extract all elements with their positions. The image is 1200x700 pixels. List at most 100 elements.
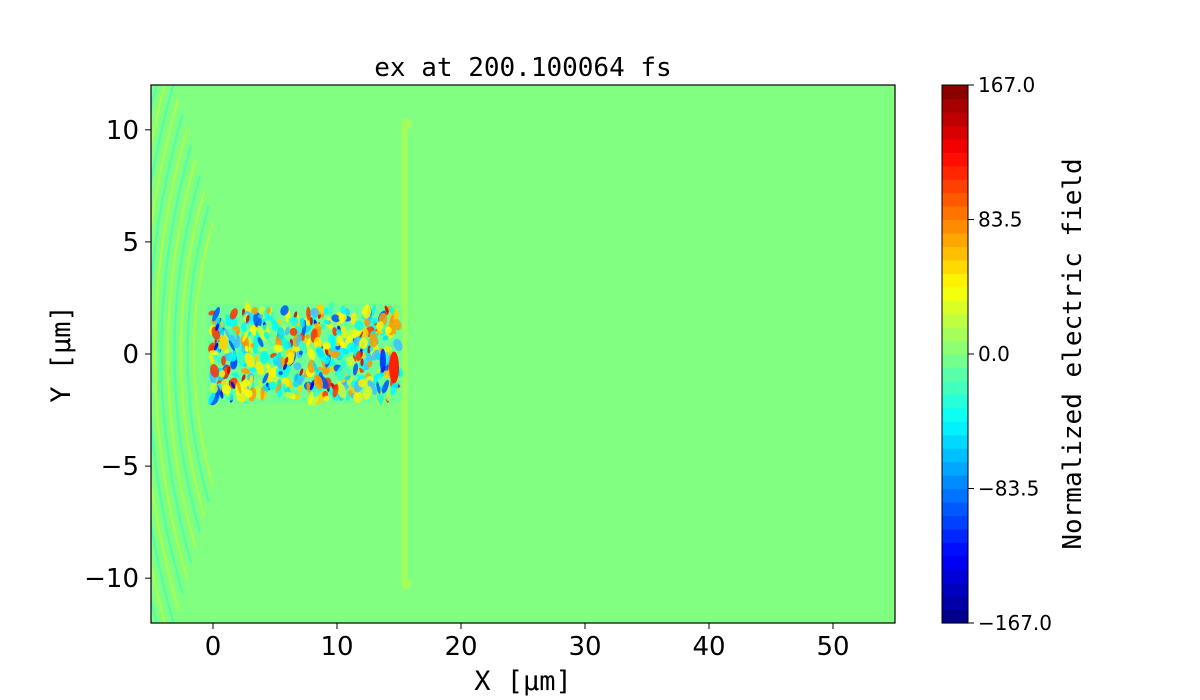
field-speckle xyxy=(297,384,302,394)
field-speckle xyxy=(382,370,391,379)
field-speckle xyxy=(313,336,322,349)
field-speckle xyxy=(238,394,247,403)
colorbar-label: Normalized electric field xyxy=(1058,158,1088,549)
field-speckle xyxy=(248,374,253,389)
field-speckle xyxy=(296,377,302,385)
field-speckle xyxy=(305,334,310,339)
field-speckle xyxy=(393,338,403,352)
colorbar: 167.0 83.5 0.0 −83.5 −167.0 Normalized elect… xyxy=(941,73,1088,635)
colorbar-band xyxy=(942,528,968,543)
field-speckle xyxy=(253,385,263,400)
colorbar-band xyxy=(942,340,968,355)
field-speckle xyxy=(392,318,402,331)
field-speckle xyxy=(363,385,373,398)
field-speckle xyxy=(306,347,316,360)
field-speckle xyxy=(220,390,224,399)
field-speckle xyxy=(369,346,374,352)
field-speckle xyxy=(364,318,370,327)
plot-area xyxy=(150,84,896,624)
colorbar-band xyxy=(942,246,968,261)
field-speckle xyxy=(210,364,219,378)
field-speckle xyxy=(375,329,384,335)
colorbar-ticks: 167.0 83.5 0.0 −83.5 −167.0 xyxy=(968,73,1052,635)
field-speckle xyxy=(306,381,311,393)
field-speckle xyxy=(290,316,299,326)
ripple-arc xyxy=(151,98,180,610)
field-speckle xyxy=(305,338,311,349)
y-tick-label: 10 xyxy=(106,116,139,146)
field-speckle xyxy=(389,306,395,314)
field-speckle xyxy=(263,331,270,340)
colorbar-band xyxy=(942,273,968,288)
y-axis-label: Y [μm] xyxy=(46,305,77,403)
field-speckle xyxy=(367,360,373,368)
field-speckle xyxy=(244,345,249,353)
colorbar-tick-label: 167.0 xyxy=(978,73,1035,97)
colorbar-tick-label: 83.5 xyxy=(978,208,1023,232)
field-speckle xyxy=(338,313,347,322)
field-speckle xyxy=(244,389,253,398)
ripple-arc xyxy=(179,190,206,518)
field-speckle xyxy=(299,317,305,328)
field-speckle xyxy=(377,393,382,404)
x-tick-label: 40 xyxy=(692,632,725,662)
field-speckle xyxy=(345,342,355,354)
x-axis-label: X [μm] xyxy=(474,666,572,697)
field-speckle xyxy=(256,325,265,338)
field-speckle xyxy=(266,307,271,314)
field-speckle xyxy=(268,381,277,390)
colorbar-band xyxy=(942,461,968,476)
field-speckle xyxy=(375,372,385,378)
field-speckle xyxy=(260,350,269,365)
field-speckle xyxy=(384,305,389,314)
colorbar-band xyxy=(942,286,968,301)
field-speckle xyxy=(285,352,295,366)
y-tick-label: −5 xyxy=(101,452,139,482)
field-speckle xyxy=(228,340,235,351)
field-speckle xyxy=(360,358,364,367)
colorbar-band xyxy=(942,85,968,100)
colorbar-band xyxy=(942,192,968,207)
x-tick-label: 0 xyxy=(205,632,222,662)
colorbar-band xyxy=(942,569,968,584)
field-speckle xyxy=(332,383,339,398)
colorbar-band xyxy=(942,313,968,328)
field-speckle xyxy=(229,308,238,320)
field-speckle xyxy=(323,319,330,325)
field-speckle xyxy=(284,391,293,399)
colorbar-band xyxy=(942,582,968,597)
field-speckle xyxy=(383,345,393,353)
colorbar-band xyxy=(942,354,968,369)
ripple-arc xyxy=(153,129,189,579)
colorbar-band xyxy=(942,515,968,530)
field-speckle xyxy=(282,383,287,390)
field-speckle xyxy=(331,314,341,323)
field-speckle xyxy=(381,379,390,394)
field-speckle xyxy=(249,324,258,336)
field-speckle xyxy=(278,370,283,376)
colorbar-tick-label: 0.0 xyxy=(978,342,1010,366)
field-speckle xyxy=(249,367,257,373)
field-speckle xyxy=(224,328,230,338)
field-speckle xyxy=(219,370,226,378)
field-speckle xyxy=(376,380,381,395)
ripple-arc xyxy=(186,206,210,502)
field-speckle xyxy=(228,353,237,362)
field-speckle xyxy=(241,379,250,387)
colorbar-band xyxy=(942,125,968,140)
chart-title: ex at 200.100064 fs xyxy=(374,53,671,83)
x-axis: 0 10 20 30 40 50 xyxy=(205,623,850,662)
field-speckle xyxy=(331,350,341,359)
field-speckle xyxy=(337,333,346,349)
colorbar-band xyxy=(942,327,968,342)
field-speckle xyxy=(250,343,255,348)
field-speckle xyxy=(262,324,267,332)
field-speckle xyxy=(251,306,259,315)
field-speckle xyxy=(283,362,288,371)
field-speckle xyxy=(228,335,236,342)
ripple-arc xyxy=(151,85,175,623)
field-speckle xyxy=(386,387,391,402)
colorbar-band xyxy=(942,111,968,126)
field-speckle xyxy=(337,383,347,399)
